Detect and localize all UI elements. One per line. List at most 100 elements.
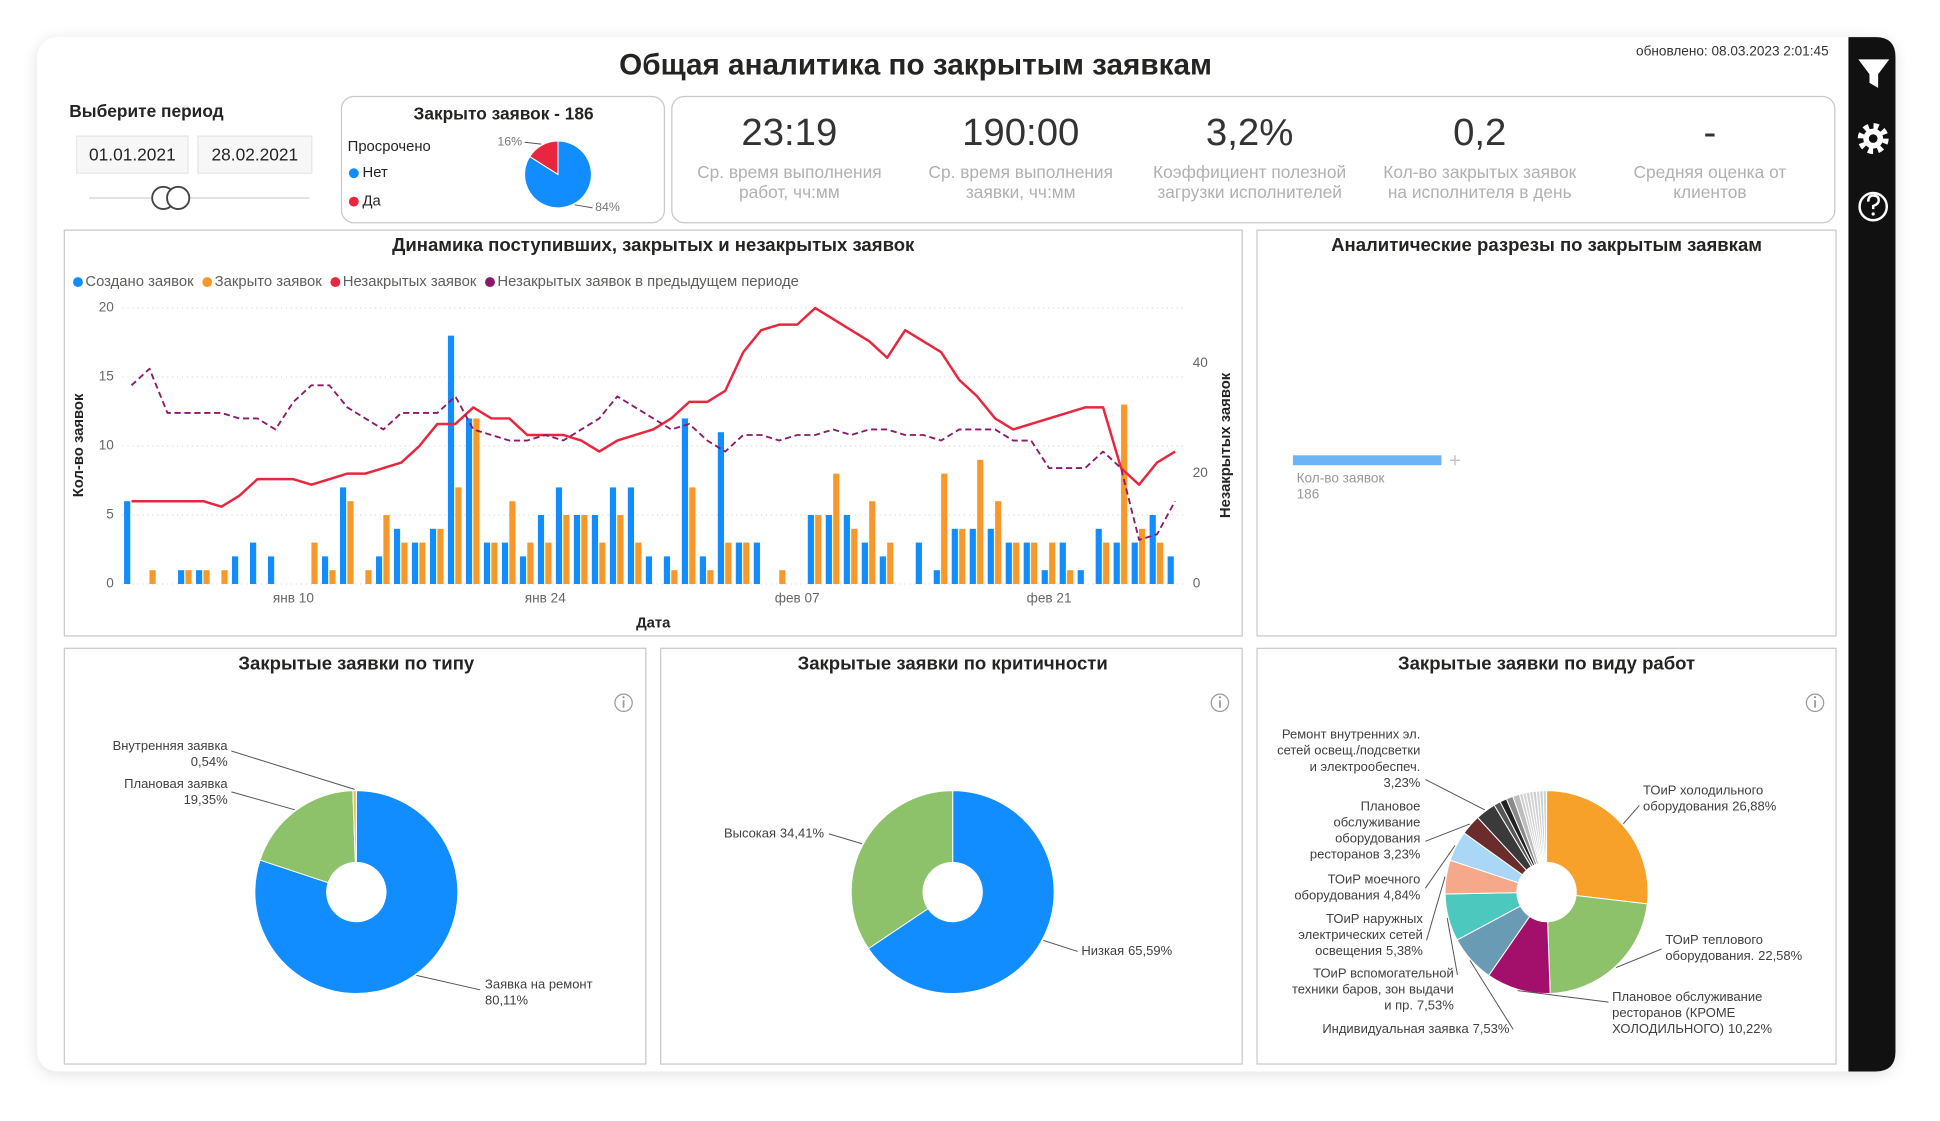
bar [915,542,922,584]
label-text: Плановое обслуживание оборудования ресто… [1173,799,1420,863]
bar [581,515,588,584]
y-tick-label: 0 [106,576,114,591]
bar [1049,542,1056,584]
leader-line [1425,823,1470,842]
pie-slice [1546,790,1649,905]
line-series [131,306,1176,508]
category-label: Ремонт внутренних эл. сетей освещ./подсв… [1277,727,1421,775]
bar [329,570,336,584]
info-circle [1210,693,1230,713]
pie-slice [254,790,459,995]
kpi-caption: Ср. время выполнения заявки, чч:мм [928,162,1113,202]
category-label: ТОиР холодильного оборудования [1643,783,1764,815]
y2-axis-title: Незакрытых заявок [1218,372,1234,518]
dashboard-title: Общая аналитика по закрытым заявкам [619,49,1212,82]
data-label: 3,23% [1383,775,1421,791]
help-circle [1858,191,1889,222]
bar [851,528,858,584]
label-text: Плановая заявка 19,35% [0,777,228,809]
bar [879,556,886,584]
category-label: Внутренняя заявка [112,738,228,754]
legend-marker [485,277,495,288]
info-icon[interactable] [1210,693,1230,713]
kpi-caption: Ср. время выполнения работ, чч:мм [697,162,882,202]
bar [645,556,653,584]
filter-icon[interactable] [1858,59,1890,88]
legend-marker [330,277,341,288]
label-box: Средняя оценка от клиентов [1633,162,1787,202]
label-text: Ремонт внутренних эл. сетей освещ./подсв… [1173,728,1420,792]
slider-handle[interactable] [166,185,191,211]
bar [491,542,498,584]
leader-line [231,750,355,790]
leader-line [1615,948,1662,969]
bar [753,542,760,584]
info-circle [1805,693,1825,713]
pie-slice [352,790,357,863]
bar [869,501,876,584]
bar [995,501,1002,584]
bar [1095,528,1102,584]
bar [887,542,894,584]
kpi-caption: Средняя оценка от клиентов [1633,162,1787,202]
bar [509,501,516,584]
bar [617,515,624,584]
date-end: 28.02.2021 [212,144,299,164]
label-box: Высокая 34,41% [724,826,824,841]
bar [501,542,509,584]
info-icon[interactable] [1805,693,1825,713]
bar [1121,404,1128,584]
bar [635,542,642,584]
label-box: ТОиР холодильного оборудования 26,88% [1643,783,1890,815]
legend-label: Нет [363,165,388,181]
date-box[interactable] [76,135,189,174]
label-box: Коэффициент полезной загрузки исполнител… [1153,162,1346,202]
date-box[interactable] [197,135,313,174]
pie-slice [1547,894,1648,994]
leader-line [1469,960,1514,1030]
help-icon[interactable] [1858,191,1889,222]
bar [1139,528,1146,584]
bar [941,473,948,584]
bar [779,570,786,584]
bar [1113,542,1120,584]
bar [573,515,581,584]
bar [437,528,444,584]
leader-line [1424,845,1456,889]
info-circle [614,693,633,713]
kpi-value: 23:19 [741,111,837,154]
bar [1023,542,1030,584]
leader-line [1622,805,1640,825]
label-text: Ср. время выполнения работ, чч:мм [672,162,907,202]
info-dot [1218,696,1222,699]
x-tick-label: янв 10 [273,590,314,605]
label-box: Низкая 65,59% [1081,944,1172,959]
legend-marker [202,277,213,288]
bar [689,487,696,584]
bar [545,542,552,584]
label-text: Ср. время выполнения заявки, чч:мм [903,162,1138,202]
bar [178,570,185,584]
legend-label: Закрыто заявок [215,274,323,290]
bar [987,528,994,584]
info-icon[interactable] [614,693,633,713]
expand-icon [1450,455,1460,466]
bar [681,418,689,584]
bar [717,432,724,584]
help-glyph [1867,194,1880,210]
bar [977,459,984,584]
y-axis-title: Кол-во заявок [71,393,87,497]
bar [969,528,976,584]
y-tick-label: 10 [99,438,115,453]
bar [1013,542,1020,584]
label-box: Ремонт внутренних эл. сетей освещ./подсв… [1173,728,1420,792]
pie-slice [259,790,356,884]
period-label: Выберите период [69,101,223,121]
data-label: 19,35% [183,793,228,808]
x-tick-label: янв 24 [525,590,566,605]
label-text: ТОиР холодильного оборудования 26,88% [1643,783,1890,815]
label-box: ТОиР вспомогательной техники баров, зон … [1292,966,1454,1013]
chart-title: Динамика поступивших, закрытых и незакры… [392,234,915,255]
bar [591,515,599,584]
